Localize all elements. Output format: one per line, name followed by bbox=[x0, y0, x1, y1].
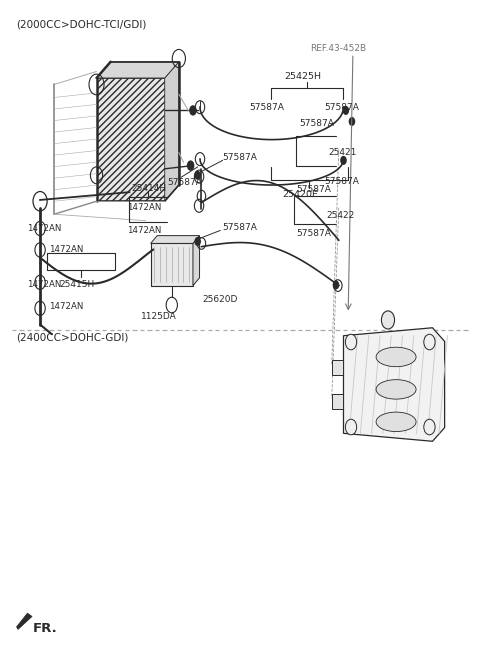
Text: 1472AN: 1472AN bbox=[27, 280, 62, 289]
Text: 1472AN: 1472AN bbox=[27, 224, 62, 233]
Text: 57587A: 57587A bbox=[299, 119, 334, 128]
Text: 57587A: 57587A bbox=[297, 185, 331, 194]
Text: 57587A: 57587A bbox=[167, 178, 202, 187]
Ellipse shape bbox=[376, 412, 416, 432]
Circle shape bbox=[348, 117, 355, 126]
Polygon shape bbox=[151, 236, 200, 244]
Text: 25421: 25421 bbox=[328, 148, 357, 157]
Polygon shape bbox=[151, 244, 193, 285]
Text: 57587A: 57587A bbox=[297, 229, 331, 238]
Text: REF.43-452B: REF.43-452B bbox=[311, 44, 367, 53]
Circle shape bbox=[343, 106, 349, 115]
Text: (2000CC>DOHC-TCI/GDI): (2000CC>DOHC-TCI/GDI) bbox=[16, 20, 147, 30]
Text: 1472AN: 1472AN bbox=[49, 302, 84, 311]
Circle shape bbox=[189, 105, 197, 116]
Circle shape bbox=[346, 334, 357, 350]
Polygon shape bbox=[165, 62, 179, 201]
Circle shape bbox=[382, 311, 395, 329]
Text: 25414H: 25414H bbox=[132, 184, 167, 193]
Text: 25422: 25422 bbox=[326, 211, 354, 220]
Text: 1472AN: 1472AN bbox=[127, 203, 161, 213]
Circle shape bbox=[340, 156, 347, 165]
Text: 57587A: 57587A bbox=[222, 222, 257, 232]
Circle shape bbox=[424, 419, 435, 435]
Polygon shape bbox=[96, 78, 165, 201]
Polygon shape bbox=[344, 328, 444, 442]
Polygon shape bbox=[332, 394, 344, 410]
Text: 57587A: 57587A bbox=[324, 103, 360, 112]
Text: 25620D: 25620D bbox=[203, 295, 238, 305]
Text: 57587A: 57587A bbox=[250, 103, 284, 112]
Circle shape bbox=[424, 334, 435, 350]
Circle shape bbox=[346, 419, 357, 435]
Circle shape bbox=[194, 237, 201, 246]
Circle shape bbox=[333, 281, 339, 289]
Text: (2400CC>DOHC-GDI): (2400CC>DOHC-GDI) bbox=[16, 332, 129, 342]
Circle shape bbox=[187, 160, 194, 171]
Polygon shape bbox=[332, 359, 344, 375]
Text: FR.: FR. bbox=[33, 622, 58, 635]
Text: 25415H: 25415H bbox=[59, 280, 94, 289]
Circle shape bbox=[194, 171, 201, 180]
Text: 25425H: 25425H bbox=[285, 72, 322, 81]
Text: 1472AN: 1472AN bbox=[49, 246, 84, 254]
Text: 1125DA: 1125DA bbox=[141, 312, 177, 321]
Text: 25420E: 25420E bbox=[282, 189, 318, 199]
Text: 57587A: 57587A bbox=[324, 177, 360, 186]
Polygon shape bbox=[193, 236, 200, 285]
Ellipse shape bbox=[376, 347, 416, 367]
Text: 57587A: 57587A bbox=[222, 153, 257, 162]
Text: 1472AN: 1472AN bbox=[127, 226, 161, 235]
Polygon shape bbox=[16, 613, 32, 630]
Ellipse shape bbox=[376, 379, 416, 399]
Polygon shape bbox=[96, 62, 179, 78]
